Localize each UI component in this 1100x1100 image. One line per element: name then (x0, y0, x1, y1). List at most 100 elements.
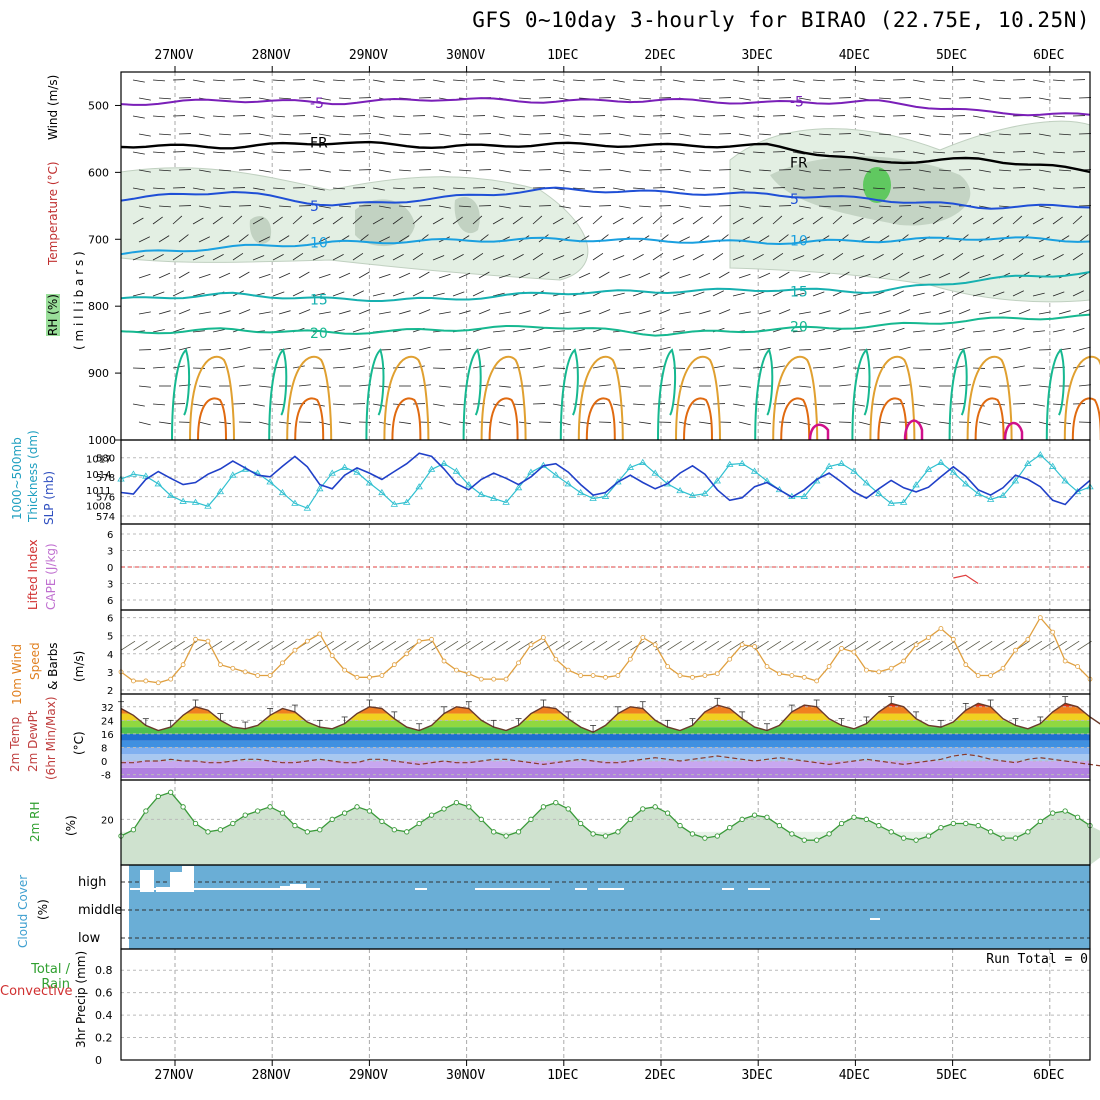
wind-barb (292, 215, 303, 225)
wind-barb (192, 255, 205, 261)
rh-area (121, 792, 1100, 865)
wind-barb (512, 151, 525, 154)
wind-barb (932, 254, 944, 261)
rh-point (366, 808, 373, 814)
wind-barb (965, 640, 980, 651)
wind-barb (1064, 640, 1080, 651)
wind-barb (432, 115, 445, 119)
wind-barb (238, 234, 249, 243)
wind-barb (592, 640, 608, 651)
wind-barb (1072, 252, 1084, 261)
wind-barb (532, 252, 544, 261)
wind-barb (178, 271, 190, 279)
wind-barb (458, 272, 471, 279)
thickness-label: Thickness (dm) (26, 430, 40, 522)
date-label: 30NOV (446, 1068, 486, 1083)
wind-barb (352, 215, 363, 225)
cloud-bar (130, 888, 320, 890)
rh-point (1000, 835, 1006, 841)
wind-speed-point (876, 669, 882, 675)
wind-barb (272, 115, 285, 118)
y-tick-label: 1014 (86, 470, 111, 481)
wind-barb (558, 311, 571, 315)
wind-barb (1018, 309, 1031, 315)
wind-barb (212, 366, 225, 369)
wind-barb (431, 640, 446, 651)
thickness-point (514, 484, 523, 491)
wind-barb (198, 205, 211, 209)
wind-barb (732, 79, 745, 83)
wind-speed-point (391, 662, 397, 668)
wind-barb (218, 97, 231, 100)
wind-barb (338, 272, 351, 279)
wind-barb (252, 79, 265, 83)
wind-barb (698, 133, 711, 136)
wind-barb (132, 403, 145, 407)
wind-barb (438, 205, 451, 209)
wind-barb (932, 151, 945, 154)
wind-barb (1012, 290, 1024, 297)
thickness-point (974, 489, 982, 497)
wind-barb (1012, 215, 1023, 225)
thickness-point (651, 469, 659, 476)
wind-barb (718, 384, 731, 387)
thickness-point (390, 500, 399, 507)
date-label: 27NOV (154, 48, 194, 63)
wind-barb (852, 403, 865, 407)
wind-barb (672, 217, 684, 225)
y-tick-label: 0 (95, 1054, 102, 1067)
wind-speed-point (317, 631, 323, 637)
wind-barb (952, 290, 964, 297)
thickness-point (962, 480, 970, 487)
rh-point (180, 804, 186, 810)
wind-barb (332, 254, 344, 261)
cloud-bar (598, 888, 624, 890)
wind-barb (652, 215, 663, 225)
wind-barb (518, 205, 531, 208)
wind-barb (952, 252, 964, 261)
wind-barb (1018, 346, 1031, 351)
wind-barb (772, 365, 785, 369)
wind-barb (852, 151, 865, 155)
wind-barb (872, 187, 885, 190)
wind-speed-point (975, 673, 981, 678)
wind-barb (592, 252, 604, 261)
contour-line (585, 397, 616, 441)
wind-barb (738, 169, 751, 173)
rh-point (230, 820, 236, 827)
wind-barb (853, 640, 869, 651)
contour-line (683, 397, 713, 441)
wind-barb (932, 366, 945, 369)
thickness-point (427, 465, 436, 472)
wind-barb (972, 151, 985, 155)
y-tick-label: 0.4 (95, 1009, 113, 1022)
contour-line (120, 236, 1091, 256)
wind-barb (772, 290, 784, 297)
wind-speed-point (230, 665, 236, 671)
wind-barb (412, 252, 424, 261)
rh-point (515, 829, 522, 835)
rh-point (689, 831, 696, 837)
wind-barb (272, 216, 283, 225)
wind-barb (672, 115, 685, 119)
wind-barb (398, 310, 411, 315)
wind-barb (898, 346, 911, 351)
wind-barb (398, 347, 411, 351)
wind-speed-point (814, 678, 820, 684)
cloud-bar (415, 888, 427, 890)
wind-barb (468, 640, 484, 651)
wind-barb (758, 272, 771, 279)
wind-barb (778, 346, 791, 351)
rh-point (838, 820, 845, 827)
thickness-point (291, 499, 299, 506)
wind-barb (158, 640, 173, 651)
wind-barb (778, 271, 790, 279)
wind-barb (372, 115, 385, 119)
wind-barb (580, 640, 595, 651)
wind-barb (638, 421, 651, 425)
wind-barb (612, 255, 625, 261)
wind-speed-point (950, 636, 956, 642)
wind-barb (938, 272, 951, 279)
wind-barb (158, 205, 171, 208)
wind-barb (918, 169, 931, 173)
